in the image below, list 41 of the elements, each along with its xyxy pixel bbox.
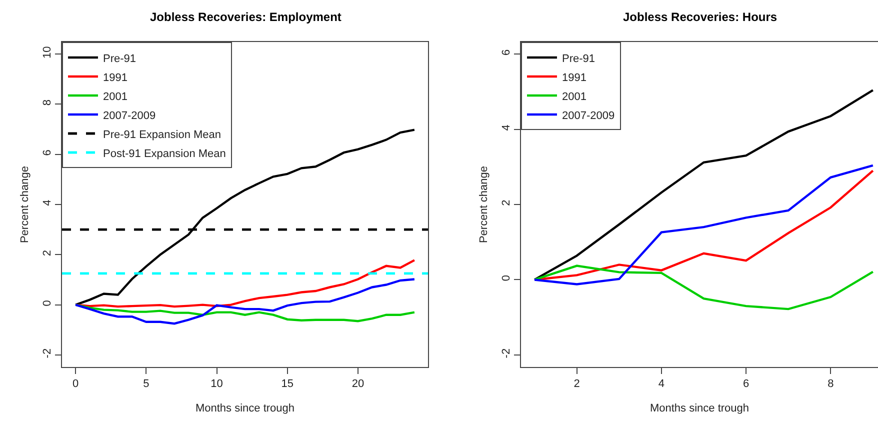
- line-series: [533, 264, 874, 310]
- legend-label: 2007-2009: [103, 110, 156, 122]
- y-tick-label: 2: [500, 200, 513, 206]
- y-axis-title: Percent change: [478, 166, 490, 244]
- line-series: [74, 259, 416, 308]
- x-tick-label: 10: [210, 378, 223, 390]
- y-axis-title: Percent change: [19, 166, 32, 244]
- x-axis-title: Months since trough: [195, 402, 295, 414]
- y-tick-label: 6: [500, 49, 513, 56]
- x-tick-label: 0: [72, 378, 79, 390]
- x-tick-label: 8: [828, 378, 834, 390]
- y-tick-label: 8: [42, 99, 54, 106]
- chart-title: Jobless Recoveries: Hours: [623, 10, 778, 24]
- chart-title: Jobless Recoveries: Employment: [150, 10, 342, 24]
- legend-label: Pre-91: [103, 52, 136, 65]
- x-tick-label: 4: [658, 378, 664, 390]
- legend-label: Post-91 Expansion Mean: [103, 148, 226, 160]
- y-tick-label: 0: [42, 300, 54, 306]
- legend-label: 1991: [103, 72, 128, 84]
- y-tick-label: 2: [42, 250, 54, 256]
- x-tick-label: 5: [143, 378, 150, 390]
- x-tick-label: 20: [352, 378, 364, 390]
- y-tick-label: 6: [42, 150, 54, 156]
- legend-label: Pre-91: [562, 52, 596, 65]
- x-tick-label: 2: [574, 378, 580, 390]
- x-tick-label: 6: [742, 378, 750, 390]
- y-tick-label: 10: [42, 46, 54, 59]
- y-tick-label: 0: [500, 275, 513, 282]
- y-tick-label: -2: [500, 348, 513, 358]
- x-tick-label: 15: [281, 378, 294, 390]
- legend-label: Pre-91 Expansion Mean: [103, 128, 222, 141]
- y-tick-label: -2: [42, 348, 54, 358]
- y-tick-label: 4: [42, 200, 54, 206]
- legend-label: 2001: [103, 90, 128, 103]
- x-axis-title: Months since trough: [650, 402, 750, 414]
- legend-label: 2007-2009: [562, 110, 615, 122]
- line-series: [74, 278, 416, 325]
- legend-label: 1991: [562, 72, 586, 84]
- line-series: [533, 89, 874, 281]
- y-tick-label: 4: [500, 124, 513, 131]
- legend-label: 2001: [562, 90, 586, 103]
